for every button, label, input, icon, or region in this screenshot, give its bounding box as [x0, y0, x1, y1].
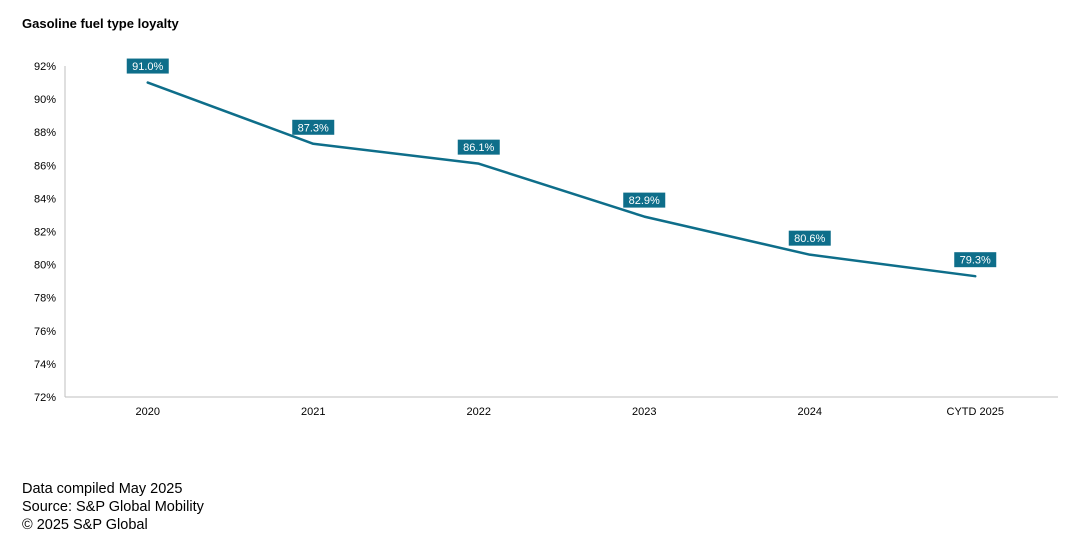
- y-tick-label: 86%: [34, 160, 56, 172]
- y-tick-label: 76%: [34, 326, 56, 338]
- chart-footer: Data compiled May 2025 Source: S&P Globa…: [22, 480, 204, 534]
- y-tick-label: 80%: [34, 260, 56, 272]
- x-tick-label: 2023: [632, 406, 656, 418]
- data-label-text: 91.0%: [132, 61, 163, 73]
- y-tick-label: 78%: [34, 293, 56, 305]
- chart-title: Gasoline fuel type loyalty: [22, 16, 179, 31]
- data-label-box: [623, 192, 666, 208]
- y-tick-label: 82%: [34, 227, 56, 239]
- data-label-text: 87.3%: [298, 122, 329, 134]
- y-tick-label: 84%: [34, 193, 56, 205]
- data-label: 86.1%: [457, 139, 500, 155]
- x-axis-ticks: 2020 2021 2022 2023 2024 CYTD 2025: [136, 406, 1004, 418]
- data-label: 80.6%: [788, 230, 831, 246]
- y-tick-label: 90%: [34, 94, 56, 106]
- x-tick-label: 2020: [136, 406, 160, 418]
- source-note: Source: S&P Global Mobility: [22, 499, 204, 515]
- data-label: 91.0%: [126, 58, 169, 74]
- x-tick-label: CYTD 2025: [947, 406, 1004, 418]
- y-tick-label: 92%: [34, 61, 56, 73]
- y-tick-label: 88%: [34, 127, 56, 139]
- y-tick-label: 74%: [34, 359, 56, 371]
- copyright-note: © 2025 S&P Global: [22, 517, 148, 533]
- y-axis-ticks: 72% 74% 76% 78% 80% 82% 84% 86% 88% 90% 92%: [34, 61, 56, 404]
- data-label: 87.3%: [292, 119, 335, 135]
- data-compiled-note: Data compiled May 2025: [22, 481, 183, 497]
- x-tick-label: 2022: [467, 406, 491, 418]
- data-label-box: [788, 230, 831, 246]
- data-label-text: 86.1%: [463, 142, 494, 154]
- series-line: [146, 81, 977, 278]
- data-label-text: 80.6%: [794, 233, 825, 245]
- y-tick-label: 72%: [34, 392, 56, 404]
- data-label: 79.3%: [954, 252, 997, 268]
- data-labels: 91.0% 87.3% 86.1% 82.9% 80.6% 79.3%: [126, 58, 997, 268]
- data-label-box: [292, 119, 335, 135]
- data-label-text: 82.9%: [629, 195, 660, 207]
- line-chart: 72%74%76%78%80%82%84%86%88%90%92% 2020 20…: [34, 58, 1058, 418]
- x-tick-label: 2024: [798, 406, 822, 418]
- data-label: 82.9%: [623, 192, 666, 208]
- data-label-text: 79.3%: [960, 255, 991, 267]
- axes: [64, 66, 1058, 398]
- series-layer: [146, 81, 977, 278]
- x-tick-label: 2021: [301, 406, 325, 418]
- data-label-box: [126, 58, 169, 74]
- data-label-box: [954, 252, 997, 268]
- data-label-box: [457, 139, 500, 155]
